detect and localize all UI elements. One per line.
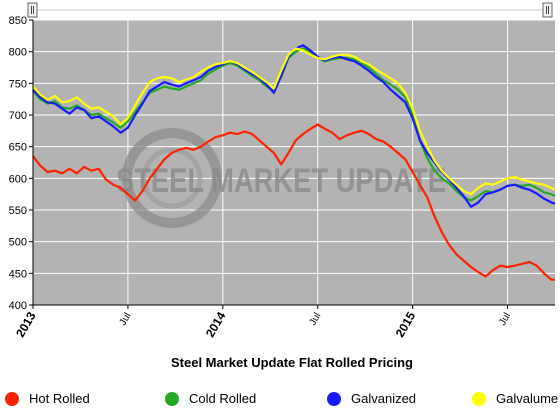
range-handle-right[interactable] bbox=[542, 2, 553, 18]
x-tick-label: 2013 bbox=[13, 309, 39, 339]
range-handle-left[interactable] bbox=[27, 2, 38, 18]
watermark-text: STEEL MARKET UPDATE bbox=[116, 162, 446, 200]
legend-swatch-icon bbox=[5, 391, 19, 406]
legend-label: Cold Rolled bbox=[189, 391, 257, 406]
watermark-ring-inner-icon bbox=[141, 147, 203, 209]
y-tick-label: 700 bbox=[9, 110, 27, 122]
legend-swatch-icon bbox=[327, 391, 341, 406]
series-line-cold-rolled bbox=[32, 47, 556, 202]
legend-swatch-icon bbox=[472, 391, 486, 406]
legend-label: Galvanized bbox=[351, 391, 417, 406]
x-tick-label: 2015 bbox=[393, 309, 419, 339]
x-tick-label: 2014 bbox=[203, 309, 229, 339]
x-tick-label: Jul bbox=[307, 311, 323, 328]
series-line-hot-rolled bbox=[32, 123, 555, 281]
range-scrollbar[interactable] bbox=[27, 2, 553, 18]
y-tick-label: 600 bbox=[9, 173, 27, 185]
watermark: STEEL MARKET UPDATE bbox=[116, 128, 446, 228]
legend-item-galvalume[interactable]: Galvalume bbox=[472, 388, 558, 409]
legend-swatch-icon bbox=[165, 391, 179, 406]
series bbox=[32, 44, 556, 281]
y-tick-label: 450 bbox=[9, 268, 27, 280]
legend-item-hot-rolled[interactable]: Hot Rolled bbox=[5, 388, 90, 409]
y-tick-label: 550 bbox=[9, 205, 27, 217]
y-tick-label: 650 bbox=[9, 142, 27, 154]
y-tick-label: 750 bbox=[9, 78, 27, 90]
y-tick-label: 400 bbox=[9, 300, 27, 312]
y-tick-label: 800 bbox=[9, 47, 27, 59]
legend-label: Galvalume bbox=[496, 391, 559, 406]
x-tick-label: Jul bbox=[118, 311, 134, 328]
x-tick-label: Jul bbox=[497, 311, 513, 328]
watermark-ring-icon bbox=[122, 128, 222, 228]
legend: Hot Rolled Cold Rolled Galvanized Galvalume bbox=[0, 388, 560, 409]
legend-label: Hot Rolled bbox=[29, 391, 90, 406]
plot-background bbox=[33, 20, 555, 305]
y-tick-label: 850 bbox=[9, 15, 27, 27]
legend-item-cold-rolled[interactable]: Cold Rolled bbox=[165, 388, 256, 409]
series-line-galvalume bbox=[32, 47, 556, 196]
legend-item-galvanized[interactable]: Galvanized bbox=[327, 388, 416, 409]
chart-title: Steel Market Update Flat Rolled Pricing bbox=[171, 355, 413, 370]
y-tick-label: 500 bbox=[9, 237, 27, 249]
